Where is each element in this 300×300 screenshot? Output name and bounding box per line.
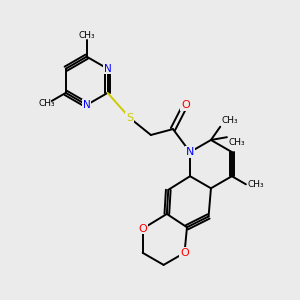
Text: CH₃: CH₃ <box>248 180 264 189</box>
Text: N: N <box>83 100 91 110</box>
Text: O: O <box>181 100 190 110</box>
Text: O: O <box>180 248 189 258</box>
Text: CH₃: CH₃ <box>222 116 238 125</box>
Text: CH₃: CH₃ <box>78 31 95 40</box>
Text: S: S <box>126 113 133 123</box>
Text: N: N <box>186 147 194 157</box>
Text: N: N <box>186 147 194 157</box>
Text: N: N <box>104 64 112 74</box>
Text: O: O <box>138 224 147 234</box>
Text: CH₃: CH₃ <box>228 138 245 147</box>
Text: CH₃: CH₃ <box>39 99 56 108</box>
